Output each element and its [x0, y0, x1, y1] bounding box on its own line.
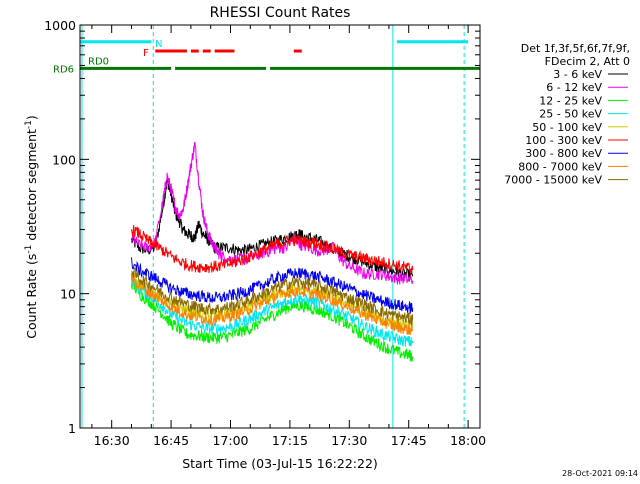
vertical-marker-lines — [81, 25, 465, 428]
y-axis-label-exponent-2: -1 — [24, 120, 34, 129]
y-axis-label: Count Rate (s-1 detector segment-1) — [24, 115, 39, 339]
legend-header-line-0: Det 1f,3f,5f,6f,7f,9f, — [521, 42, 630, 55]
bar-label-n: N — [155, 39, 162, 50]
legend-entry-label-8: 7000 - 15000 keV — [504, 174, 602, 187]
legend-entry-label-3: 25 - 50 keV — [539, 108, 602, 121]
plot-frame — [79, 24, 481, 429]
x-tick-label-4: 17:30 — [331, 433, 367, 448]
bar-label-rd0: RD0 — [88, 56, 109, 67]
x-axis-label: Start Time (03-Jul-15 16:22:22) — [182, 456, 378, 471]
tick-marks — [80, 24, 480, 429]
legend-entry-label-0: 3 - 6 keV — [553, 68, 602, 81]
legend-entry-label-2: 12 - 25 keV — [539, 94, 602, 107]
series-line-2 — [131, 279, 414, 363]
x-tick-label-6: 18:00 — [450, 433, 486, 448]
y-axis-label-exponent: -1 — [24, 245, 34, 254]
series-lines — [131, 141, 414, 363]
y-tick-label-3: 1000 — [44, 18, 76, 33]
legend-header-line-1: FDecim 2, Att 0 — [545, 55, 630, 68]
x-tick-label-1: 16:45 — [153, 433, 189, 448]
tick-labels: 16:30 16:45 17:00 17:15 17:30 17:45 18:00 1 10 10… — [44, 18, 486, 448]
y-tick-label-0: 1 — [68, 421, 76, 436]
legend-entry-label-1: 6 - 12 keV — [546, 81, 602, 94]
axes — [79, 24, 481, 429]
attenuator-bars: NF RD0 RD6 — [53, 39, 480, 75]
y-axis-label-middle: detector segment — [24, 129, 39, 245]
y-axis-label-start: Count Rate (s — [24, 254, 39, 339]
series-line-0 — [131, 176, 414, 282]
legend-entry-label-5: 100 - 300 keV — [525, 134, 602, 147]
timestamp: 28-Oct-2021 09:14 — [562, 469, 638, 478]
series-line-5 — [131, 224, 414, 275]
y-tick-label-1: 10 — [60, 287, 76, 302]
x-tick-label-2: 17:00 — [212, 433, 248, 448]
bar-label-f: F — [143, 48, 149, 59]
y-axis-label-end: ) — [24, 115, 39, 120]
series-line-6 — [131, 257, 414, 315]
y-tick-label-2: 100 — [52, 152, 76, 167]
legend-entry-label-6: 300 - 800 keV — [525, 147, 602, 160]
x-tick-label-5: 17:45 — [391, 433, 427, 448]
legend-entry-label-7: 800 - 7000 keV — [518, 160, 602, 173]
chart-title: RHESSI Count Rates — [210, 5, 351, 21]
legend-entry-label-4: 50 - 100 keV — [532, 121, 602, 134]
bar-label-rd6: RD6 — [53, 64, 74, 75]
legend: Det 1f,3f,5f,6f,7f,9f,FDecim 2, Att 03 -… — [504, 42, 630, 187]
x-tick-label-3: 17:15 — [272, 433, 308, 448]
series-line-8 — [131, 267, 414, 326]
x-tick-label-0: 16:30 — [94, 433, 130, 448]
